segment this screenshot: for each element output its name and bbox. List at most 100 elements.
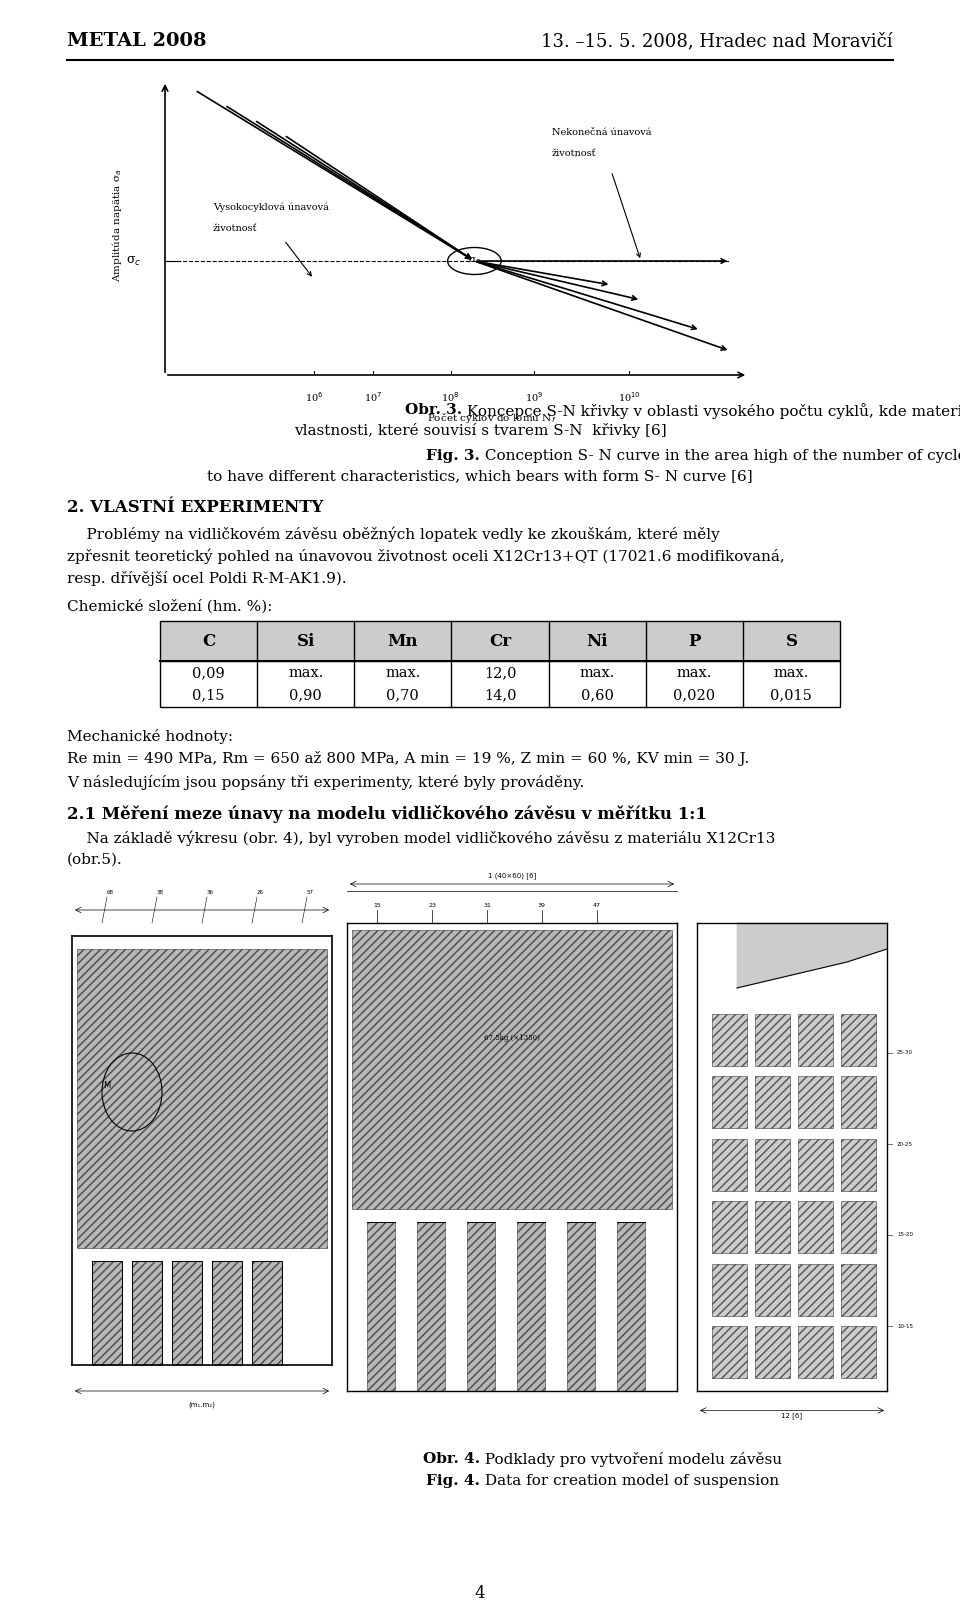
Text: 15: 15 <box>373 903 381 908</box>
Bar <box>92 1261 122 1365</box>
Text: zpřesnit teoretický pohled na únavovou životnost oceli X12Cr13+QT (17021.6 modif: zpřesnit teoretický pohled na únavovou ž… <box>67 548 784 565</box>
Text: 0,90: 0,90 <box>289 689 323 702</box>
Text: 86: 86 <box>107 890 114 895</box>
Bar <box>712 1015 747 1066</box>
Text: 0,15: 0,15 <box>192 689 225 702</box>
Text: 47: 47 <box>593 903 601 908</box>
Text: 12,0: 12,0 <box>484 666 516 681</box>
Text: Počet cyklov do lomu N$_f$: Počet cyklov do lomu N$_f$ <box>427 411 557 424</box>
Text: Amplitúda napätia σ$_a$: Amplitúda napätia σ$_a$ <box>110 168 125 282</box>
Text: METAL 2008: METAL 2008 <box>67 32 206 50</box>
Text: 1 (40×60) [6]: 1 (40×60) [6] <box>488 873 536 879</box>
Bar <box>841 1076 876 1129</box>
Text: 13. –15. 5. 2008, Hradec nad Moravičí: 13. –15. 5. 2008, Hradec nad Moravičí <box>541 32 893 50</box>
Bar <box>798 1263 833 1316</box>
Text: 67.5kg (×1350): 67.5kg (×1350) <box>484 1034 540 1042</box>
Bar <box>841 1139 876 1190</box>
Text: 0,020: 0,020 <box>673 689 715 702</box>
Text: Ni: Ni <box>587 632 608 650</box>
Bar <box>755 1076 790 1129</box>
Text: Re min = 490 MPa, Rm = 650 až 800 MPa, A min = 19 %, Z min = 60 %, KV min = 30 J: Re min = 490 MPa, Rm = 650 až 800 MPa, A… <box>67 752 749 766</box>
Bar <box>712 1263 747 1316</box>
Bar <box>798 1139 833 1190</box>
Text: V následujícím jsou popsány tři experimenty, které byly prováděny.: V následujícím jsou popsány tři experime… <box>67 774 585 790</box>
Text: 57: 57 <box>257 890 264 895</box>
Bar <box>841 1326 876 1378</box>
Text: Na základě výkresu (obr. 4), byl vyroben model vidličkového závěsu z materiálu X: Na základě výkresu (obr. 4), byl vyroben… <box>67 831 776 847</box>
Text: 20-25: 20-25 <box>897 1142 913 1147</box>
Text: max.: max. <box>580 666 614 681</box>
Text: 13: 13 <box>207 890 214 895</box>
Bar <box>798 1202 833 1253</box>
Text: 10$^7$: 10$^7$ <box>364 390 382 403</box>
Bar <box>352 929 672 1210</box>
Text: 25-30: 25-30 <box>897 1050 913 1055</box>
Bar <box>77 948 327 1248</box>
Polygon shape <box>737 923 887 989</box>
Text: 39: 39 <box>157 890 164 895</box>
Text: max.: max. <box>774 666 809 681</box>
Text: 77: 77 <box>307 890 314 895</box>
Text: C: C <box>202 632 215 650</box>
Bar <box>755 1202 790 1253</box>
Bar <box>755 1326 790 1378</box>
Text: Koncepce S-N křivky v oblasti vysokého počtu cyklů, kde materiál může mít rozdíl: Koncepce S-N křivky v oblasti vysokého p… <box>462 403 960 419</box>
Text: 10$^{10}$: 10$^{10}$ <box>617 390 640 403</box>
Text: Cr: Cr <box>489 632 511 650</box>
Text: Data for creation model of suspension: Data for creation model of suspension <box>480 1474 780 1489</box>
Text: 0,09: 0,09 <box>192 666 225 681</box>
Text: Vysokocyklová únavová: Vysokocyklová únavová <box>212 203 328 211</box>
Text: max.: max. <box>288 666 324 681</box>
Bar <box>617 1223 645 1390</box>
Bar <box>712 1139 747 1190</box>
Bar <box>160 621 840 661</box>
Text: životnosť: životnosť <box>212 224 257 232</box>
Bar <box>252 1261 282 1365</box>
Text: 14,0: 14,0 <box>484 689 516 702</box>
Bar <box>567 1223 595 1390</box>
Bar <box>467 1223 495 1390</box>
Text: to have different characteristics, which bears with form S- N curve [6]: to have different characteristics, which… <box>207 469 753 482</box>
Text: Podklady pro vytvoření modelu závěsu: Podklady pro vytvoření modelu závěsu <box>480 1452 782 1466</box>
Text: S: S <box>785 632 798 650</box>
Text: Mn: Mn <box>388 632 419 650</box>
Text: 31: 31 <box>483 903 491 908</box>
Text: Si: Si <box>297 632 315 650</box>
Bar <box>755 1015 790 1066</box>
Text: P: P <box>688 632 701 650</box>
Text: Chemické složení (hm. %):: Chemické složení (hm. %): <box>67 598 273 613</box>
Text: Obr. 3.: Obr. 3. <box>405 403 462 418</box>
Text: 10-15: 10-15 <box>897 1324 913 1329</box>
Text: 2. VLASTNÍ EXPERIMENTY: 2. VLASTNÍ EXPERIMENTY <box>67 498 324 516</box>
Text: 10$^9$: 10$^9$ <box>525 390 543 403</box>
Bar <box>212 1261 242 1365</box>
Bar <box>712 1202 747 1253</box>
Bar <box>367 1223 395 1390</box>
Bar <box>798 1015 833 1066</box>
Bar <box>755 1139 790 1190</box>
Text: životnosť: životnosť <box>552 148 596 158</box>
Bar <box>517 1223 545 1390</box>
Text: 39: 39 <box>538 903 546 908</box>
Bar <box>841 1202 876 1253</box>
Bar <box>755 1263 790 1316</box>
Text: Nekonečná únavová: Nekonečná únavová <box>552 127 651 137</box>
Text: M: M <box>104 1081 110 1090</box>
Bar <box>712 1326 747 1378</box>
Text: 15-20: 15-20 <box>897 1232 913 1237</box>
Text: Fig. 4.: Fig. 4. <box>426 1474 480 1489</box>
Text: σ$_c$: σ$_c$ <box>468 255 481 266</box>
Text: Fig. 3.: Fig. 3. <box>426 448 480 463</box>
Text: resp. dřívější ocel Poldi R-M-AK1.9).: resp. dřívější ocel Poldi R-M-AK1.9). <box>67 571 347 586</box>
Text: 12 [6]: 12 [6] <box>781 1411 803 1419</box>
Bar <box>712 1076 747 1129</box>
Text: Obr. 4.: Obr. 4. <box>422 1452 480 1466</box>
Text: 0,70: 0,70 <box>387 689 420 702</box>
Bar <box>798 1076 833 1129</box>
Text: vlastnosti, které souvisí s tvarem S-N  křivky [6]: vlastnosti, které souvisí s tvarem S-N k… <box>294 423 666 439</box>
Text: Mechanické hodnoty:: Mechanické hodnoty: <box>67 729 233 744</box>
Text: (m₁.m₂): (m₁.m₂) <box>188 1402 215 1408</box>
Bar <box>160 661 840 706</box>
Text: 0,60: 0,60 <box>581 689 613 702</box>
Bar <box>798 1326 833 1378</box>
